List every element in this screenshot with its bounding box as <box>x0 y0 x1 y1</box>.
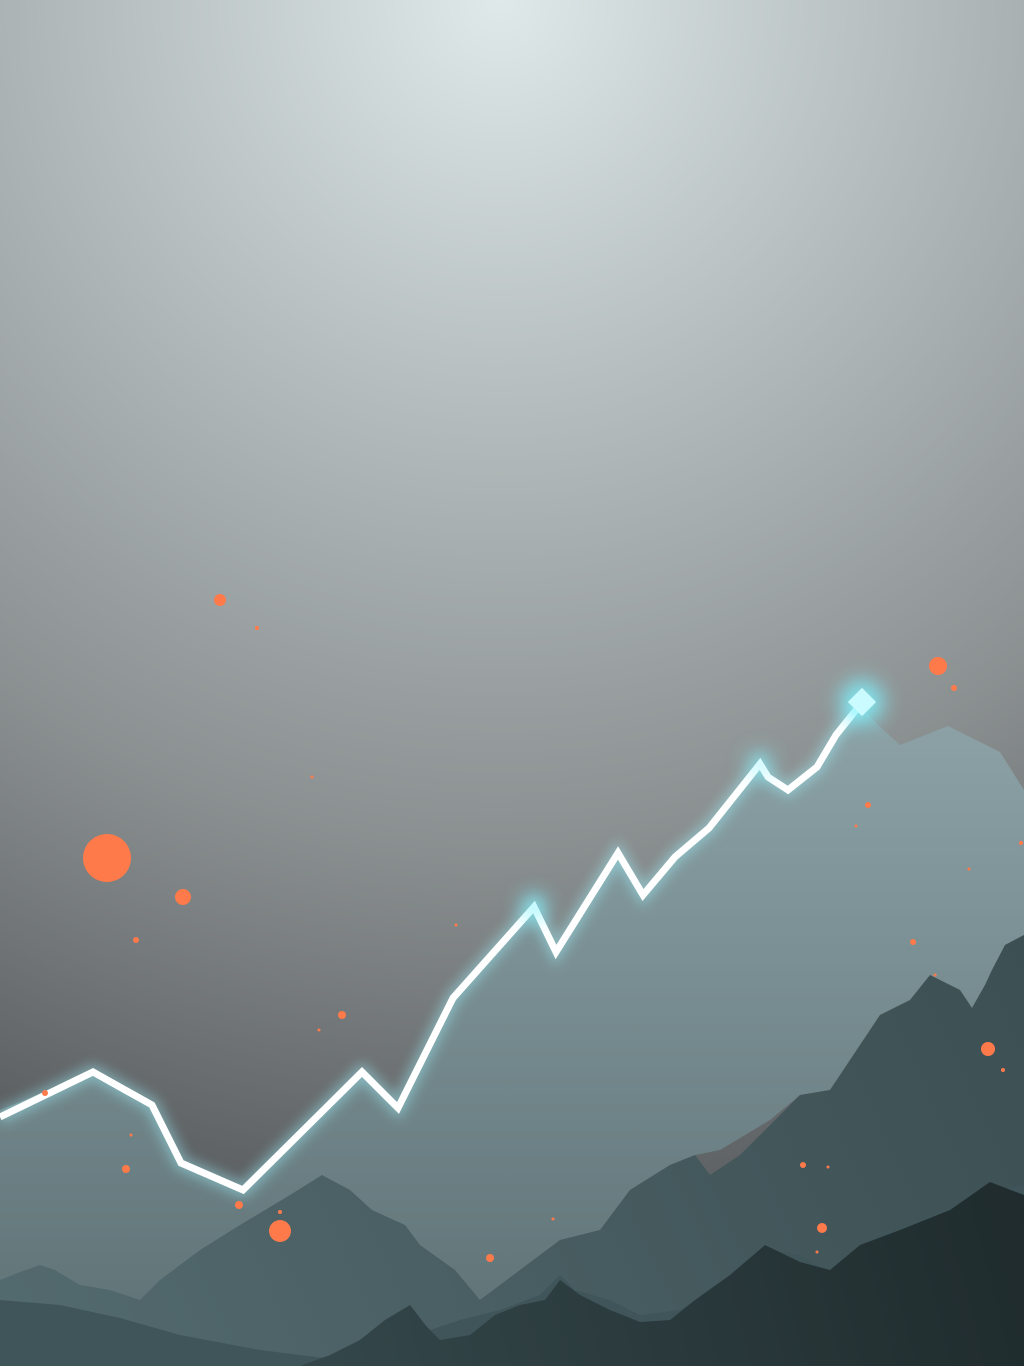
mountain-range-front <box>300 1182 1024 1366</box>
ember-dot <box>1019 841 1023 845</box>
ember-dot <box>129 1133 133 1137</box>
ember-dot <box>214 594 226 606</box>
ember-dot <box>486 1254 494 1262</box>
ember-dot <box>235 1201 243 1209</box>
ember-dot <box>815 1250 819 1254</box>
diamond-marker-icon <box>847 687 877 717</box>
ember-dot <box>255 626 259 630</box>
ember-dot <box>310 775 314 779</box>
ember-dot <box>122 1165 130 1173</box>
ember-dot <box>817 1223 827 1233</box>
ember-particles <box>42 594 1023 1262</box>
ember-dot <box>929 657 947 675</box>
ember-dot <box>951 685 957 691</box>
ember-dot <box>826 1165 830 1169</box>
mountain-range-far <box>0 705 1024 1300</box>
ember-dot <box>1001 1068 1005 1072</box>
ember-dot <box>269 1220 291 1242</box>
ember-dot <box>175 889 191 905</box>
ember-dot <box>981 1042 995 1056</box>
ember-dot <box>551 1217 555 1221</box>
ember-dot <box>933 973 937 977</box>
ember-dot <box>800 1162 806 1168</box>
ember-dot <box>42 1090 48 1096</box>
ember-dot <box>865 802 871 808</box>
ember-dot <box>133 937 139 943</box>
ember-dot <box>854 824 858 828</box>
peak-glow-1 <box>520 893 548 921</box>
ember-dot <box>317 1028 321 1032</box>
peak-glow-2 <box>746 750 774 778</box>
ember-dot <box>910 939 916 945</box>
ember-dot <box>338 1011 346 1019</box>
ember-dot <box>83 834 131 882</box>
trend-line <box>0 702 863 1195</box>
ember-dot <box>967 867 971 871</box>
ember-dot <box>278 1210 282 1214</box>
ember-dot <box>454 923 458 927</box>
